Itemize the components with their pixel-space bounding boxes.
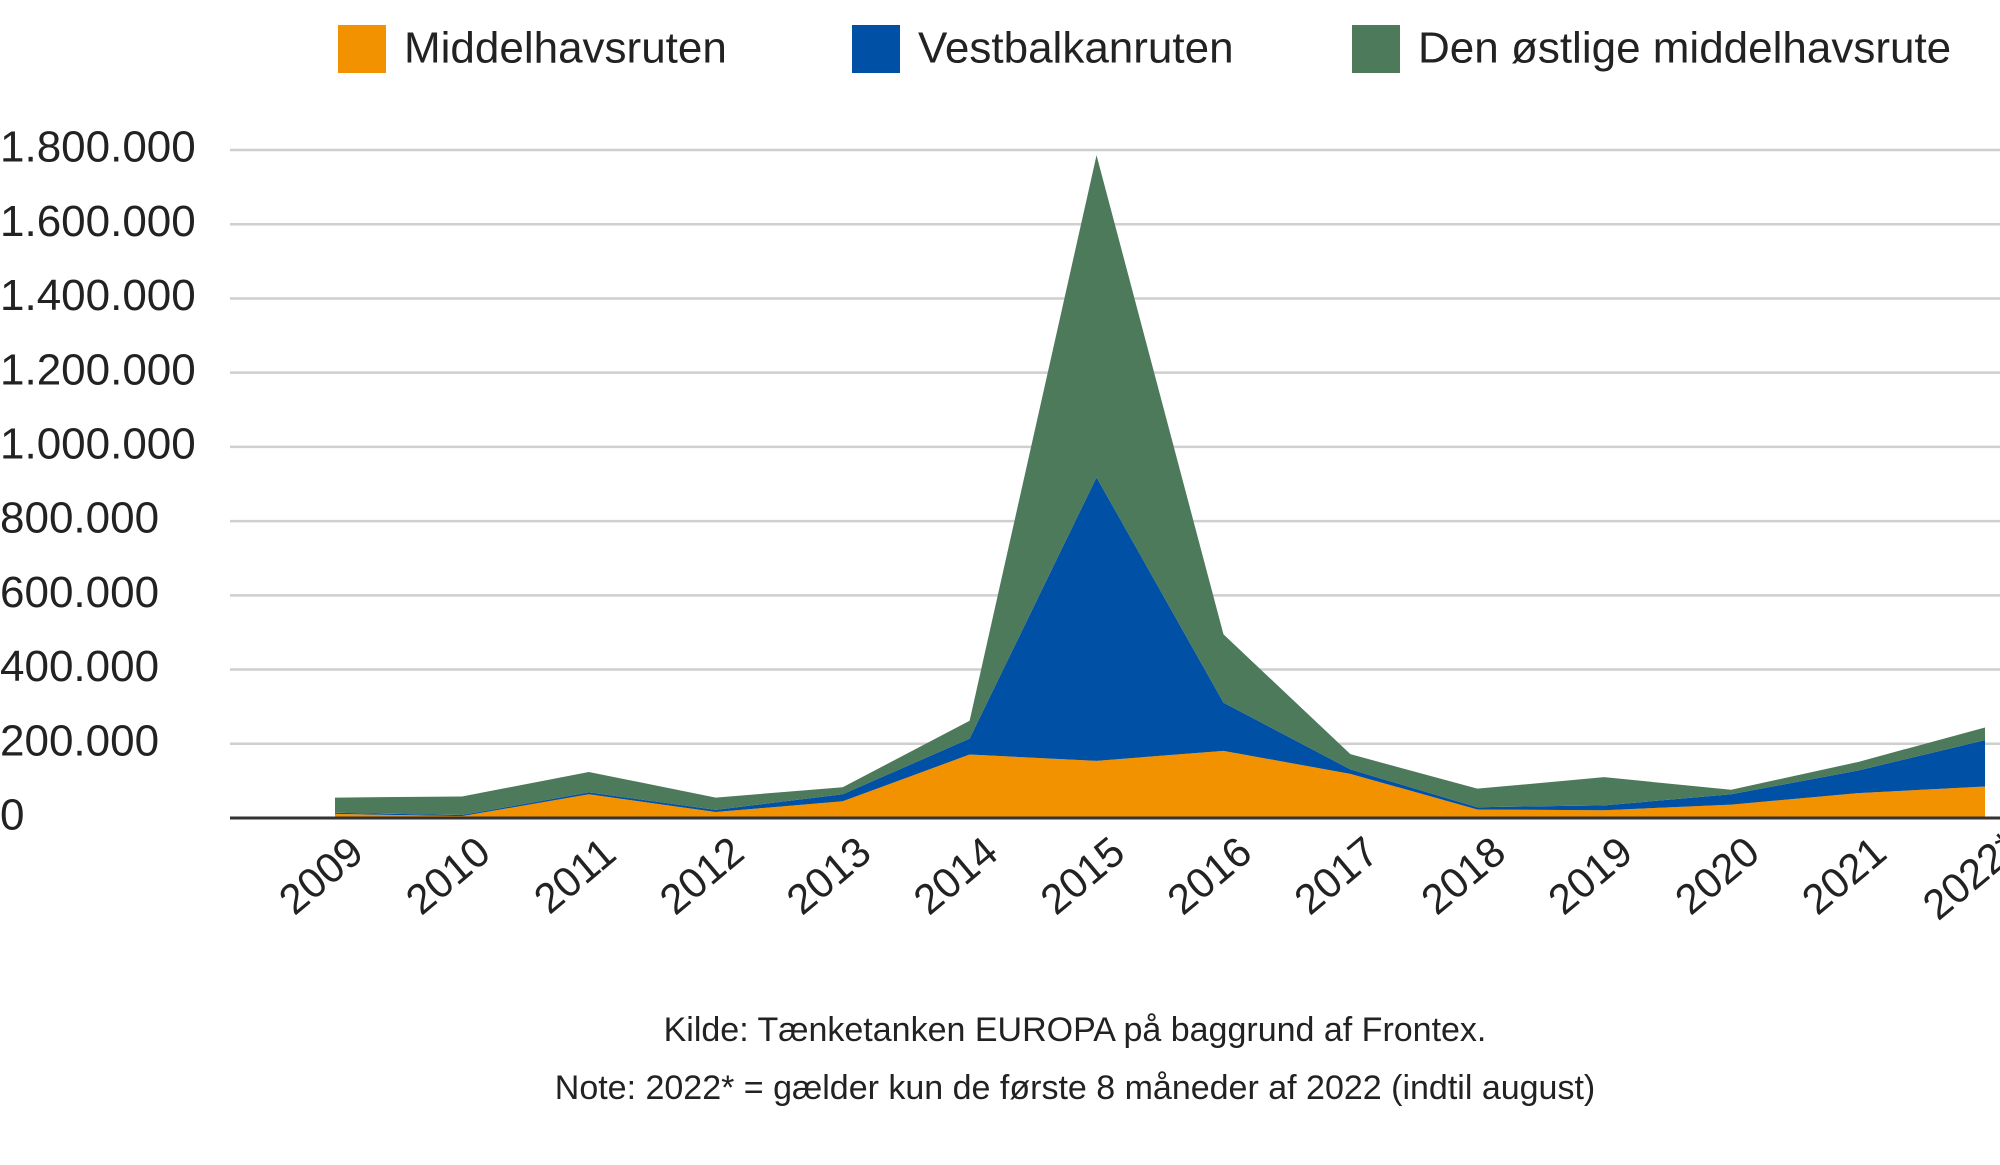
- legend-label: Middelhavsruten: [404, 24, 727, 73]
- x-tick-label: 2022*: [1914, 822, 2000, 929]
- x-tick-label: 2009: [270, 827, 372, 923]
- y-tick-label: 800.000: [0, 494, 159, 543]
- x-tick-label: 2017: [1285, 827, 1387, 923]
- footnote: Note: 2022* = gælder kun de første 8 mån…: [555, 1069, 1595, 1107]
- area: [335, 477, 1985, 817]
- x-tick-label: 2014: [905, 827, 1007, 923]
- legend-swatch: [338, 25, 386, 73]
- area: [335, 155, 1985, 816]
- y-tick-label: 600.000: [0, 568, 159, 617]
- y-tick-label: 1.200.000: [0, 345, 196, 394]
- x-tick-label: 2011: [525, 828, 624, 922]
- x-tick-label: 2020: [1666, 827, 1768, 923]
- legend-swatch: [852, 25, 900, 73]
- y-tick-label: 200.000: [0, 716, 159, 765]
- y-tick-label: 1.400.000: [0, 271, 196, 320]
- x-tick-label: 2010: [397, 827, 499, 923]
- legend-label: Den østlige middelhavsrute: [1418, 24, 1951, 73]
- x-tick-label: 2018: [1412, 827, 1514, 923]
- legend-swatch: [1352, 25, 1400, 73]
- x-tick-label: 2019: [1539, 827, 1641, 923]
- y-tick-label: 1.800.000: [0, 123, 196, 172]
- area: [335, 750, 1985, 818]
- y-tick-label: 0: [0, 791, 24, 840]
- x-tick-label: 2015: [1031, 827, 1133, 923]
- source-note: Kilde: Tænketanken EUROPA på baggrund af…: [664, 1011, 1487, 1049]
- x-tick-label: 2012: [651, 827, 753, 923]
- x-tick-label: 2013: [778, 827, 880, 923]
- legend-label: Vestbalkanruten: [918, 24, 1234, 73]
- y-tick-label: 1.000.000: [0, 420, 196, 469]
- y-tick-label: 1.600.000: [0, 197, 196, 246]
- x-tick-label: 2016: [1158, 827, 1260, 923]
- y-tick-label: 400.000: [0, 642, 159, 691]
- x-tick-label: 2021: [1793, 827, 1895, 923]
